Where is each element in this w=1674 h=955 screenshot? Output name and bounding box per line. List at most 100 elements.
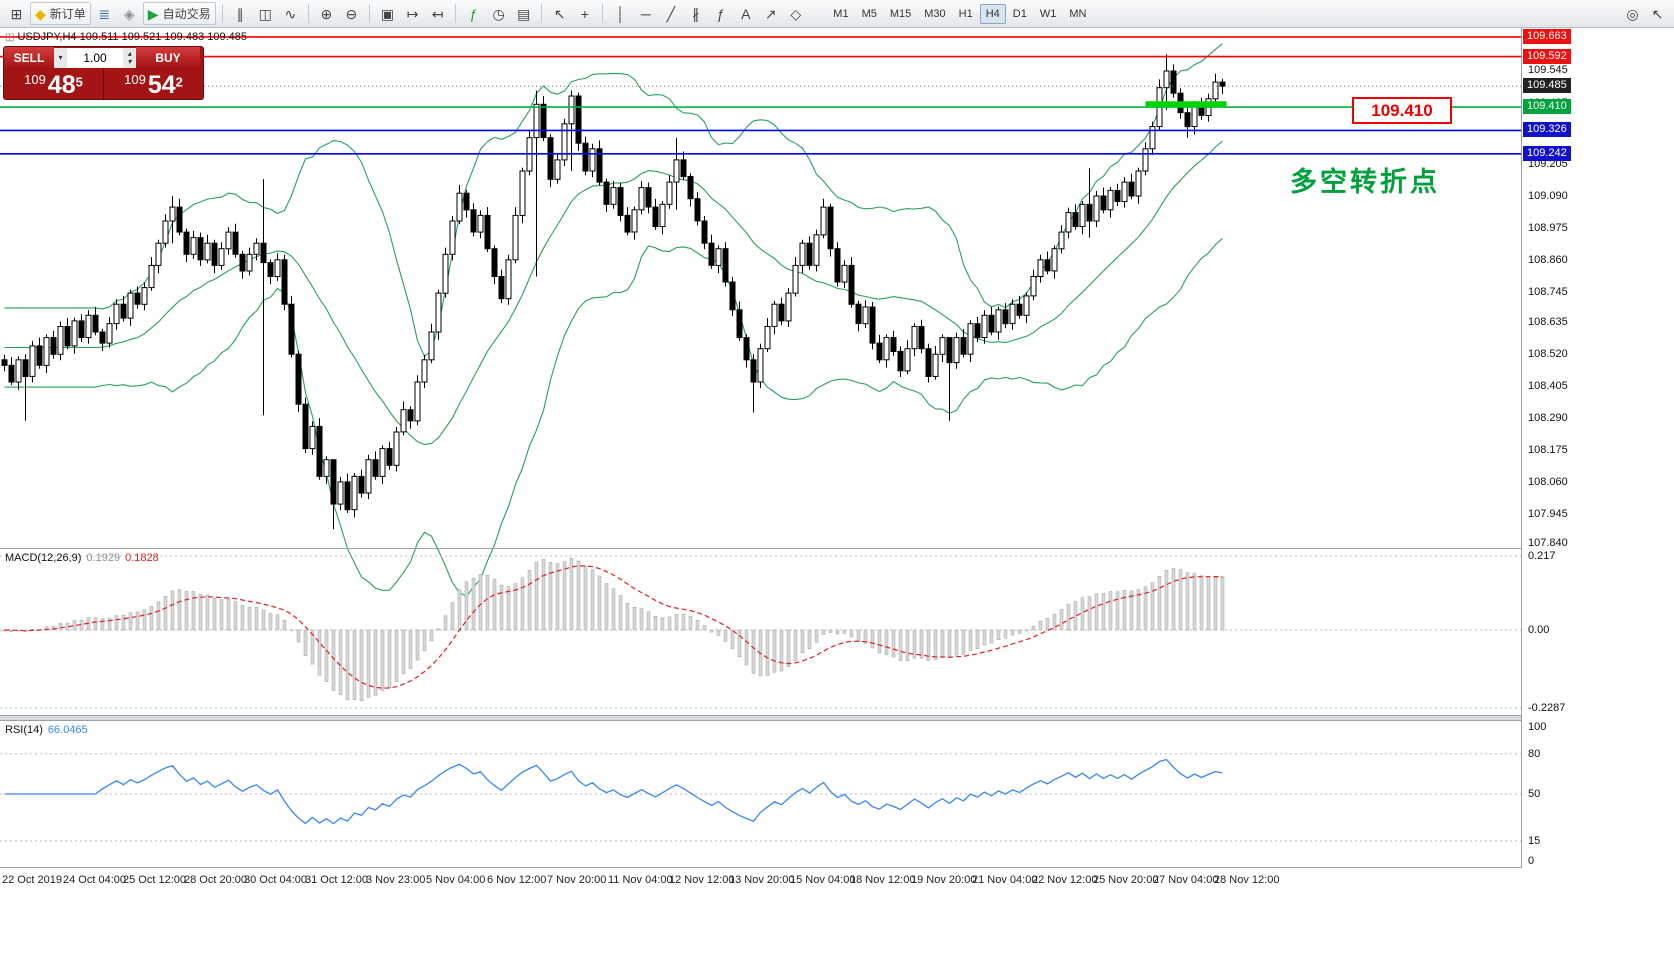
volume-input[interactable]: 1.00 xyxy=(67,48,123,68)
zoom-in-icon: ⊕ xyxy=(320,5,333,22)
line-chart-mode-icon[interactable]: ∿ xyxy=(279,2,302,25)
tile-windows-icon[interactable]: ▣ xyxy=(376,2,399,25)
price-scale-label: 108.745 xyxy=(1528,286,1568,298)
bar-chart-mode-icon[interactable]: ∥ xyxy=(229,2,252,25)
pane-separator[interactable] xyxy=(0,867,1674,868)
time-axis-label: 7 Nov 20:00 xyxy=(547,874,607,886)
market-watch-icon[interactable]: ≣ xyxy=(93,2,116,25)
shapes-icon[interactable]: ◇ xyxy=(784,2,807,25)
macd-scale-label: -0.2287 xyxy=(1528,702,1566,714)
horizontal-line-icon: ─ xyxy=(640,5,651,22)
autotrading-icon: ▶ xyxy=(147,5,159,22)
navigator-icon[interactable]: ◈ xyxy=(118,2,141,25)
timeframe-group: M1 M5 M15 M30 H1 H4 D1 W1 MN xyxy=(827,3,1092,24)
symbol-title: ◫ USDJPY,H4 109.511 109.521 109.483 109.4… xyxy=(5,31,248,43)
zoom-in-icon[interactable]: ⊕ xyxy=(315,2,338,25)
tile-windows-icon: ▣ xyxy=(380,5,395,22)
time-axis-label: 24 Oct 04:00 xyxy=(63,874,126,886)
autotrading-button-label: 自动交易 xyxy=(162,7,211,21)
price-badge: 109.592 xyxy=(1523,49,1571,64)
timeframe-d1[interactable]: D1 xyxy=(1007,4,1033,24)
trendline-icon[interactable]: ╱ xyxy=(659,2,682,25)
turning-point-annotation[interactable]: 多空转折点 xyxy=(1290,167,1440,197)
zoom-out-icon[interactable]: ⊖ xyxy=(340,2,363,25)
rsi-scale-label: 100 xyxy=(1528,721,1547,733)
chart-shift-icon: ↤ xyxy=(431,5,444,22)
horizontal-line-icon[interactable]: ─ xyxy=(634,2,657,25)
periods-icon[interactable]: ◷ xyxy=(487,2,510,25)
timeframe-m1[interactable]: M1 xyxy=(827,4,854,24)
channel-icon: ∦ xyxy=(692,5,700,22)
one-click-trading-panel: SELL ▾ 1.00 ▴ ▾ BUY 109485 109542 xyxy=(3,46,204,100)
toolbar-separator xyxy=(541,4,543,23)
stepper-down-icon[interactable]: ▾ xyxy=(127,57,132,66)
price-level-label[interactable]: 109.410 xyxy=(1352,97,1452,124)
price-badge: 109.485 xyxy=(1523,78,1571,93)
new-order-button-label: 新订单 xyxy=(49,7,86,21)
timeframe-h4[interactable]: H4 xyxy=(979,3,1006,24)
volume-dropdown[interactable]: ▾ xyxy=(54,48,67,68)
macd-scale-label: 0.00 xyxy=(1528,624,1550,636)
macd-pane-label: MACD(12,26,9) 0.1929 0.1828 xyxy=(5,552,159,564)
crosshair-icon[interactable]: + xyxy=(573,2,596,25)
price-scale-label: 108.520 xyxy=(1528,348,1568,360)
time-axis[interactable]: 22 Oct 2019 24 Oct 04:00 25 Oct 12:00 28 Oc… xyxy=(0,868,1674,892)
text-icon[interactable]: A xyxy=(734,2,757,25)
cursor-icon: ↖ xyxy=(553,5,566,22)
cursor-icon[interactable]: ↖ xyxy=(548,2,571,25)
horizontal-lines[interactable] xyxy=(0,36,1521,155)
sell-price[interactable]: 109485 xyxy=(24,71,83,99)
candlestick-mode-icon[interactable]: ◫ xyxy=(254,2,277,25)
timeframe-w1[interactable]: W1 xyxy=(1034,4,1063,24)
timeframe-m5[interactable]: M5 xyxy=(856,4,883,24)
price-scale-label: 109.090 xyxy=(1528,190,1568,202)
chart-shift-icon[interactable]: ↤ xyxy=(426,2,449,25)
vertical-line-icon[interactable]: │ xyxy=(609,2,632,25)
fibonacci-icon[interactable]: ƒ xyxy=(709,2,732,25)
price-badge: 109.663 xyxy=(1523,29,1571,44)
templates-icon[interactable]: ▤ xyxy=(512,2,535,25)
pointer-icon[interactable]: ↖ xyxy=(1646,2,1669,25)
volume-stepper[interactable]: ▴ ▾ xyxy=(123,48,136,68)
buy-button[interactable]: BUY xyxy=(136,47,200,69)
templates-icon: ▤ xyxy=(517,5,531,22)
time-axis-label: 6 Nov 12:00 xyxy=(487,874,547,886)
pane-separator[interactable] xyxy=(0,548,1674,549)
timeframe-m30[interactable]: M30 xyxy=(918,4,951,24)
toolbar: ⊞ ◆ 新订单 ≣ ◈ ▶ 自动交易 ∥ ◫ ∿ ⊕ ⊖ ▣ ↦ ↤ ƒ ◷ ▤ ↖ + │ ─ ╱ ∦ ƒ A ↗ ◇ M1 M5 M1… xyxy=(0,0,1674,28)
price-scale-label: 108.290 xyxy=(1528,412,1568,424)
arrows-icon: ↗ xyxy=(764,5,777,22)
price-axis[interactable]: 109.545109.425109.205109.090108.975108.8… xyxy=(1521,28,1674,868)
price-scale-label: 108.405 xyxy=(1528,380,1568,392)
new-chart-icon: ⊞ xyxy=(10,5,23,22)
time-axis-label: 19 Nov 20:00 xyxy=(911,874,977,886)
periods-icon: ◷ xyxy=(492,5,505,22)
new-chart-icon[interactable]: ⊞ xyxy=(5,2,28,25)
time-axis-label: 27 Nov 04:00 xyxy=(1153,874,1219,886)
price-badge: 109.242 xyxy=(1523,146,1571,161)
price-badge: 109.326 xyxy=(1523,122,1571,137)
new-order-button[interactable]: ◆ 新订单 xyxy=(30,2,91,25)
timeframe-m15[interactable]: M15 xyxy=(884,4,917,24)
price-scale-label: 108.060 xyxy=(1528,476,1568,488)
arrows-icon[interactable]: ↗ xyxy=(759,2,782,25)
channel-icon[interactable]: ∦ xyxy=(684,2,707,25)
trendline-icon: ╱ xyxy=(666,5,676,22)
sell-button[interactable]: SELL xyxy=(4,47,54,69)
auto-scroll-icon[interactable]: ↦ xyxy=(401,2,424,25)
chart-canvas[interactable] xyxy=(0,28,1521,868)
timeframe-mn[interactable]: MN xyxy=(1063,4,1092,24)
buy-price[interactable]: 109542 xyxy=(103,69,203,99)
time-axis-label: 13 Nov 20:00 xyxy=(729,874,795,886)
autotrading-button[interactable]: ▶ 自动交易 xyxy=(142,2,216,25)
text-icon: A xyxy=(741,5,751,22)
stepper-up-icon[interactable]: ▴ xyxy=(127,49,132,58)
fibonacci-icon: ƒ xyxy=(716,5,725,22)
timeframe-h1[interactable]: H1 xyxy=(953,4,979,24)
price-scale-label: 108.635 xyxy=(1528,316,1568,328)
indicators-icon[interactable]: ƒ xyxy=(462,2,485,25)
search-icon[interactable]: ◎ xyxy=(1621,2,1644,25)
time-axis-label: 28 Oct 20:00 xyxy=(184,874,247,886)
pane-separator-band[interactable] xyxy=(0,715,1674,721)
